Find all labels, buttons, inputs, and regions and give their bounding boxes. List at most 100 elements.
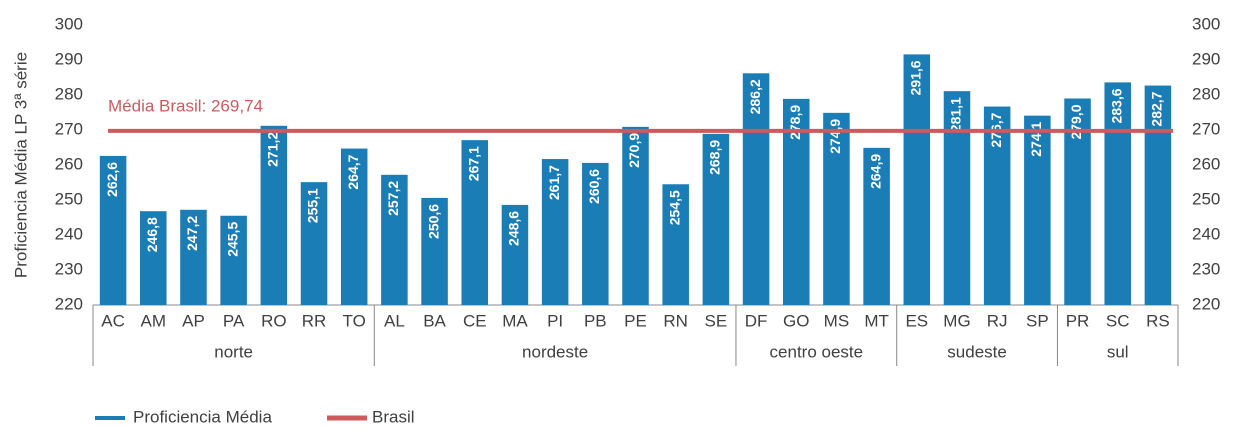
value-label: 257,2 — [385, 181, 401, 216]
group-label: sul — [1107, 342, 1129, 361]
bar — [180, 209, 207, 305]
y2-tick-label: 280 — [1192, 84, 1220, 103]
y-tick-label: 290 — [55, 49, 83, 68]
bar — [381, 174, 408, 305]
bar — [541, 159, 569, 305]
value-label: 245,5 — [224, 222, 240, 257]
bar — [260, 125, 288, 305]
x-tick-label: AM — [141, 311, 167, 330]
value-label: 278,9 — [787, 105, 803, 140]
bar — [983, 106, 1011, 305]
bar — [140, 211, 167, 305]
y-tick-label: 260 — [55, 154, 83, 173]
bar — [702, 133, 730, 305]
value-label: 250,6 — [425, 204, 441, 239]
value-label: 246,8 — [144, 217, 160, 252]
bar — [300, 182, 328, 305]
y-tick-label: 280 — [55, 84, 83, 103]
value-label: 260,6 — [586, 169, 602, 204]
x-tick-label: AL — [384, 311, 405, 330]
value-label: 274,9 — [827, 119, 843, 154]
y-tick-label: 270 — [55, 119, 83, 138]
bar — [501, 204, 529, 305]
x-tick-label: MS — [824, 311, 850, 330]
value-label: 274,1 — [1028, 121, 1044, 156]
group-label: centro oeste — [770, 342, 864, 361]
value-label: 261,7 — [546, 165, 562, 200]
x-tick-label: SP — [1026, 311, 1049, 330]
value-label: 271,2 — [265, 132, 281, 167]
bar — [582, 162, 609, 305]
x-tick-label: AP — [182, 311, 205, 330]
bar — [1144, 85, 1172, 305]
value-label: 270,9 — [626, 133, 642, 168]
x-tick-label: MT — [864, 311, 889, 330]
y2-tick-label: 270 — [1192, 119, 1220, 138]
y-tick-label: 230 — [55, 259, 83, 278]
y2-tick-label: 300 — [1192, 14, 1220, 33]
value-label: 286,2 — [747, 79, 763, 114]
y2-tick-label: 240 — [1192, 224, 1220, 243]
value-label: 267,1 — [465, 146, 481, 181]
x-tick-label: PI — [547, 311, 563, 330]
value-label: 247,2 — [184, 216, 200, 251]
x-tick-label: RJ — [987, 311, 1008, 330]
group-label: norte — [214, 342, 253, 361]
bar — [863, 147, 890, 305]
x-tick-label: ES — [905, 311, 928, 330]
group-label: nordeste — [522, 342, 588, 361]
value-label: 264,7 — [345, 154, 361, 189]
value-label: 248,6 — [506, 211, 522, 246]
reference-label: Média Brasil: 269,74 — [108, 96, 263, 115]
x-tick-label: RS — [1146, 311, 1170, 330]
bar — [340, 148, 368, 305]
value-label: 283,6 — [1108, 88, 1124, 123]
x-tick-label: PR — [1066, 311, 1090, 330]
bar — [220, 215, 247, 305]
value-label: 291,6 — [907, 60, 923, 95]
value-label: 254,5 — [666, 190, 682, 225]
value-label: 282,7 — [1149, 91, 1165, 126]
bar — [943, 91, 971, 306]
value-label: 264,9 — [867, 154, 883, 189]
x-tick-label: BA — [423, 311, 446, 330]
y-axis-label: Proficiencia Média LP 3ª série — [11, 52, 30, 278]
x-tick-label: DF — [745, 311, 768, 330]
bar — [742, 73, 770, 305]
y-tick-label: 300 — [55, 14, 83, 33]
y2-tick-label: 260 — [1192, 154, 1220, 173]
bar — [1024, 115, 1051, 306]
y2-tick-label: 250 — [1192, 189, 1220, 208]
bar — [461, 140, 489, 305]
x-tick-label: RR — [302, 311, 327, 330]
x-tick-label: TO — [343, 311, 366, 330]
x-tick-label: MA — [502, 311, 528, 330]
bar — [99, 155, 127, 305]
bar — [1104, 82, 1131, 306]
bar — [1064, 98, 1091, 305]
bar — [622, 126, 649, 305]
y2-tick-label: 230 — [1192, 259, 1220, 278]
bar — [421, 197, 448, 305]
group-label: sudeste — [947, 342, 1007, 361]
legend-label: Brasil — [372, 407, 415, 426]
x-tick-label: CE — [463, 311, 487, 330]
value-label: 268,9 — [707, 140, 723, 175]
x-tick-label: GO — [783, 311, 809, 330]
bar — [782, 98, 810, 305]
bar — [903, 54, 931, 306]
y-tick-label: 250 — [55, 189, 83, 208]
bar — [823, 112, 850, 305]
bar — [662, 184, 689, 305]
x-tick-label: PE — [624, 311, 647, 330]
value-label: 262,6 — [104, 162, 120, 197]
x-tick-label: PA — [223, 311, 245, 330]
value-label: 281,1 — [948, 97, 964, 132]
y2-tick-label: 290 — [1192, 49, 1220, 68]
y-tick-label: 220 — [55, 294, 83, 313]
value-label: 279,0 — [1068, 104, 1084, 139]
legend-label: Proficiencia Média — [133, 407, 272, 426]
x-tick-label: SC — [1106, 311, 1130, 330]
y2-tick-label: 220 — [1192, 294, 1220, 313]
